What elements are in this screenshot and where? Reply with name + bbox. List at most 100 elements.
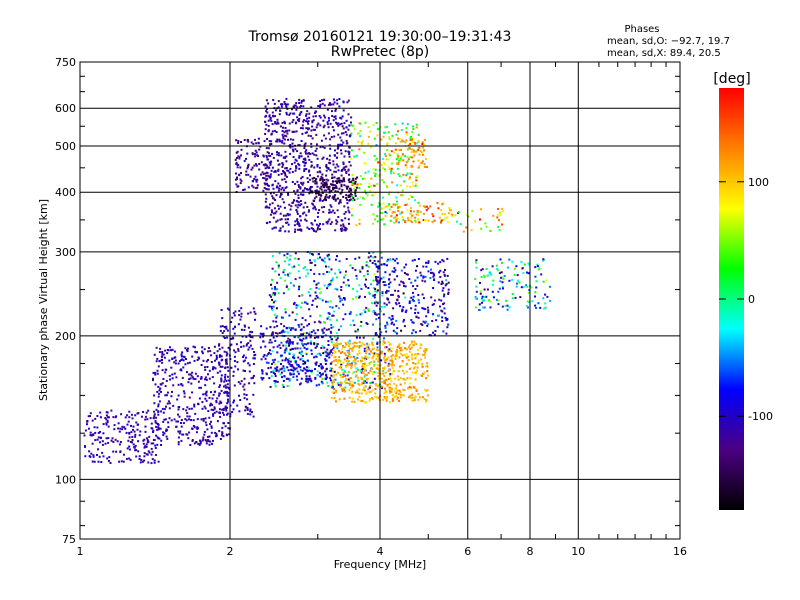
data-point [323,134,326,137]
data-point [421,160,424,163]
data-point [343,184,346,187]
data-point [226,406,228,409]
data-point [239,318,242,321]
data-point [326,157,329,160]
data-point [342,167,345,170]
data-point [322,210,325,213]
data-point [351,349,354,352]
data-point [347,351,350,354]
data-point [312,115,315,118]
data-point [361,367,364,370]
data-point [292,119,295,121]
data-point [397,155,400,158]
data-point [319,193,322,196]
data-point [390,359,393,362]
data-point [371,343,374,346]
data-point [193,405,196,408]
data-point [352,287,354,290]
data-point [336,337,339,340]
data-point [381,196,384,199]
data-point [275,369,278,372]
data-point [334,378,337,381]
data-point [480,275,483,278]
data-point [180,419,183,421]
data-point [475,306,477,309]
data-point [363,363,366,365]
data-point [321,366,324,369]
data-point [91,460,94,463]
data-point [360,370,363,372]
data-point [324,321,326,324]
data-point [163,432,166,435]
data-point [420,323,423,326]
data-point [386,289,388,292]
data-point [306,272,309,275]
data-point [506,308,509,311]
data-point [413,258,416,261]
data-point [329,379,332,382]
data-point [302,362,305,365]
data-point [166,352,169,355]
data-point [289,282,292,284]
data-point [240,141,242,143]
data-point [267,188,270,191]
data-point [344,211,347,214]
data-point [294,104,297,107]
data-point [277,122,280,125]
data-point [236,150,239,153]
data-point [94,439,97,442]
data-point [311,125,314,128]
data-point [380,256,383,259]
data-point [269,163,272,166]
data-point [362,388,365,391]
data-point [282,329,285,332]
data-point [151,458,154,461]
data-point [409,348,412,351]
data-point [232,374,235,377]
data-point [203,348,206,351]
data-point [226,352,229,355]
data-point [334,344,337,347]
data-point [325,181,328,184]
data-point [356,330,359,333]
data-point [340,376,343,379]
data-point [495,264,498,267]
data-point [110,409,113,412]
data-point [415,126,418,129]
data-point [107,437,110,440]
data-point [443,302,446,305]
data-point [335,373,338,376]
data-point [440,219,443,222]
data-point [274,373,276,375]
data-point [283,101,286,103]
data-point [289,152,292,155]
data-point [492,296,495,299]
data-point [275,320,278,323]
data-point [338,359,341,362]
data-point [304,150,307,153]
data-point [292,199,295,202]
data-point [253,354,256,357]
data-point [401,139,404,142]
data-point [304,351,307,354]
data-point [426,389,429,392]
data-point [305,275,307,278]
data-point [404,296,407,299]
data-point [272,371,275,374]
data-point [433,278,436,281]
data-point [225,358,228,361]
data-point [154,373,157,376]
data-point [475,285,478,288]
data-point [288,338,291,341]
data-point [190,374,193,377]
data-point [351,383,353,386]
data-point [265,156,268,159]
data-point [349,342,352,345]
data-point [409,156,412,159]
data-point [296,342,299,345]
data-point [303,346,306,349]
data-point [387,158,390,161]
data-point [456,220,458,223]
data-point [264,345,267,348]
data-point [279,195,282,198]
